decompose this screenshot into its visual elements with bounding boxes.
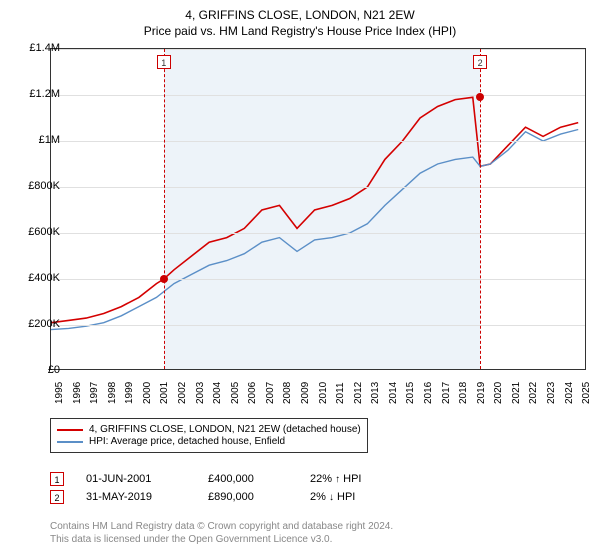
sale-date: 31-MAY-2019	[86, 491, 186, 503]
gridline-h	[51, 279, 585, 280]
xtick-label: 2016	[423, 382, 434, 404]
xtick-label: 2010	[318, 382, 329, 404]
xtick-label: 2006	[247, 382, 258, 404]
arrow-icon: ↑	[335, 474, 340, 485]
legend-line	[57, 441, 83, 443]
series-line-property	[51, 97, 578, 322]
xtick-label: 2009	[300, 382, 311, 404]
ytick-label: £200K	[12, 318, 60, 330]
sale-dashed-line	[164, 49, 165, 369]
sale-dot	[160, 275, 168, 283]
sale-price: £400,000	[208, 473, 288, 485]
xtick-label: 1998	[107, 382, 118, 404]
xtick-label: 2002	[177, 382, 188, 404]
ytick-label: £1.2M	[12, 88, 60, 100]
sale-marker-box: 2	[473, 55, 487, 69]
xtick-label: 2020	[493, 382, 504, 404]
chart-title: 4, GRIFFINS CLOSE, LONDON, N21 2EW	[0, 0, 600, 22]
xtick-label: 2022	[528, 382, 539, 404]
xtick-label: 2025	[581, 382, 592, 404]
sale-date: 01-JUN-2001	[86, 473, 186, 485]
footer-line2: This data is licensed under the Open Gov…	[50, 533, 393, 546]
chart-svg	[51, 49, 585, 369]
xtick-label: 2008	[282, 382, 293, 404]
gridline-h	[51, 49, 585, 50]
ytick-label: £1.4M	[12, 42, 60, 54]
xtick-label: 2012	[353, 382, 364, 404]
gridline-h	[51, 141, 585, 142]
gridline-h	[51, 95, 585, 96]
legend: 4, GRIFFINS CLOSE, LONDON, N21 2EW (deta…	[50, 418, 368, 453]
footer: Contains HM Land Registry data © Crown c…	[50, 520, 393, 546]
legend-label: HPI: Average price, detached house, Enfi…	[89, 436, 285, 447]
legend-row: HPI: Average price, detached house, Enfi…	[57, 436, 361, 447]
gridline-h	[51, 187, 585, 188]
plot-area: 12	[50, 48, 586, 370]
xtick-label: 2018	[458, 382, 469, 404]
xtick-label: 2000	[142, 382, 153, 404]
ytick-label: £800K	[12, 180, 60, 192]
legend-row: 4, GRIFFINS CLOSE, LONDON, N21 2EW (deta…	[57, 424, 361, 435]
chart-container: 4, GRIFFINS CLOSE, LONDON, N21 2EW Price…	[0, 0, 600, 560]
sale-num-box: 1	[50, 472, 64, 486]
xtick-label: 2004	[212, 382, 223, 404]
sale-pct: 2% ↓ HPI	[310, 491, 400, 503]
gridline-h	[51, 325, 585, 326]
xtick-label: 1999	[124, 382, 135, 404]
sale-num-box: 2	[50, 490, 64, 504]
xtick-label: 1997	[89, 382, 100, 404]
xtick-label: 2001	[159, 382, 170, 404]
legend-line	[57, 429, 83, 431]
ytick-label: £0	[12, 364, 60, 376]
sales-row: 2 31-MAY-2019 £890,000 2% ↓ HPI	[50, 490, 400, 504]
series-line-hpi	[51, 130, 578, 330]
xtick-label: 2021	[511, 382, 522, 404]
xtick-label: 2007	[265, 382, 276, 404]
xtick-label: 2024	[564, 382, 575, 404]
xtick-label: 2011	[335, 382, 346, 404]
xtick-label: 2014	[388, 382, 399, 404]
sales-row: 1 01-JUN-2001 £400,000 22% ↑ HPI	[50, 472, 400, 486]
xtick-label: 2013	[370, 382, 381, 404]
chart-subtitle: Price paid vs. HM Land Registry's House …	[0, 22, 600, 46]
sale-price: £890,000	[208, 491, 288, 503]
arrow-icon: ↓	[329, 492, 334, 503]
ytick-label: £600K	[12, 226, 60, 238]
xtick-label: 2005	[230, 382, 241, 404]
legend-label: 4, GRIFFINS CLOSE, LONDON, N21 2EW (deta…	[89, 424, 361, 435]
xtick-label: 2015	[405, 382, 416, 404]
gridline-h	[51, 233, 585, 234]
ytick-label: £1M	[12, 134, 60, 146]
sales-table: 1 01-JUN-2001 £400,000 22% ↑ HPI 2 31-MAY-201…	[50, 468, 400, 508]
xtick-label: 2019	[476, 382, 487, 404]
xtick-label: 2017	[441, 382, 452, 404]
ytick-label: £400K	[12, 272, 60, 284]
xtick-label: 2023	[546, 382, 557, 404]
xtick-label: 2003	[195, 382, 206, 404]
sale-marker-box: 1	[157, 55, 171, 69]
sale-dot	[476, 93, 484, 101]
xtick-label: 1995	[54, 382, 65, 404]
xtick-label: 1996	[72, 382, 83, 404]
sale-pct: 22% ↑ HPI	[310, 473, 400, 485]
footer-line1: Contains HM Land Registry data © Crown c…	[50, 520, 393, 533]
